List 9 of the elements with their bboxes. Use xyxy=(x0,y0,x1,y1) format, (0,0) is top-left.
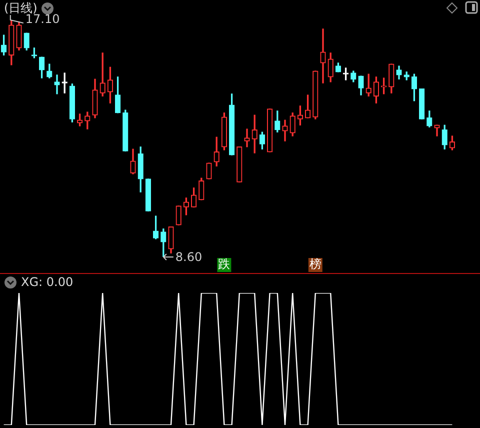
candlestick xyxy=(320,28,326,84)
chart-title: (日线) xyxy=(4,0,38,15)
annotation: 17.10 xyxy=(25,12,60,26)
annotation: 榜 xyxy=(309,257,322,272)
annotation: 8.60 xyxy=(175,250,202,264)
candlestick xyxy=(54,74,60,94)
annotation: 跌 xyxy=(218,257,230,272)
candlestick xyxy=(244,128,250,148)
chart-title: XG: 0.00 xyxy=(21,275,74,289)
